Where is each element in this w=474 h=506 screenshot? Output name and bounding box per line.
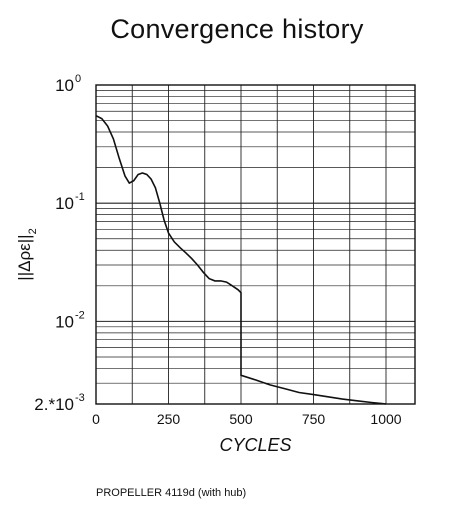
y-tick-exponent: -3 (75, 392, 85, 404)
x-axis-ticks: 0 250 500 750 1000 (92, 411, 402, 427)
y-tick-label: 2.*10 (34, 395, 74, 414)
y-tick-exponent: -1 (75, 191, 85, 203)
y-tick-label: 10 (55, 312, 74, 331)
y-axis-label-subscript: 2 (27, 228, 39, 234)
y-axis-label: ||Δρε||2 (15, 228, 39, 280)
figure-caption: PROPELLER 4119d (with hub) (96, 487, 247, 499)
x-tick-label: 250 (157, 411, 181, 427)
series-line (95, 114, 387, 405)
x-tick-label: 0 (92, 411, 100, 427)
y-tick-label: 10 (55, 76, 74, 95)
x-tick-label: 500 (229, 411, 253, 427)
x-axis-label: CYCLES (219, 435, 291, 455)
y-tick-exponent: -2 (75, 309, 85, 321)
chart-grid (96, 85, 415, 404)
x-tick-label: 750 (302, 411, 326, 427)
y-tick-label: 10 (55, 194, 74, 213)
chart-title: Convergence history (110, 14, 364, 44)
y-tick-exponent: 0 (75, 73, 81, 85)
y-axis-label-main: ||Δρε|| (15, 234, 34, 280)
plot-frame (95, 84, 416, 405)
x-tick-label: 1000 (370, 411, 401, 427)
